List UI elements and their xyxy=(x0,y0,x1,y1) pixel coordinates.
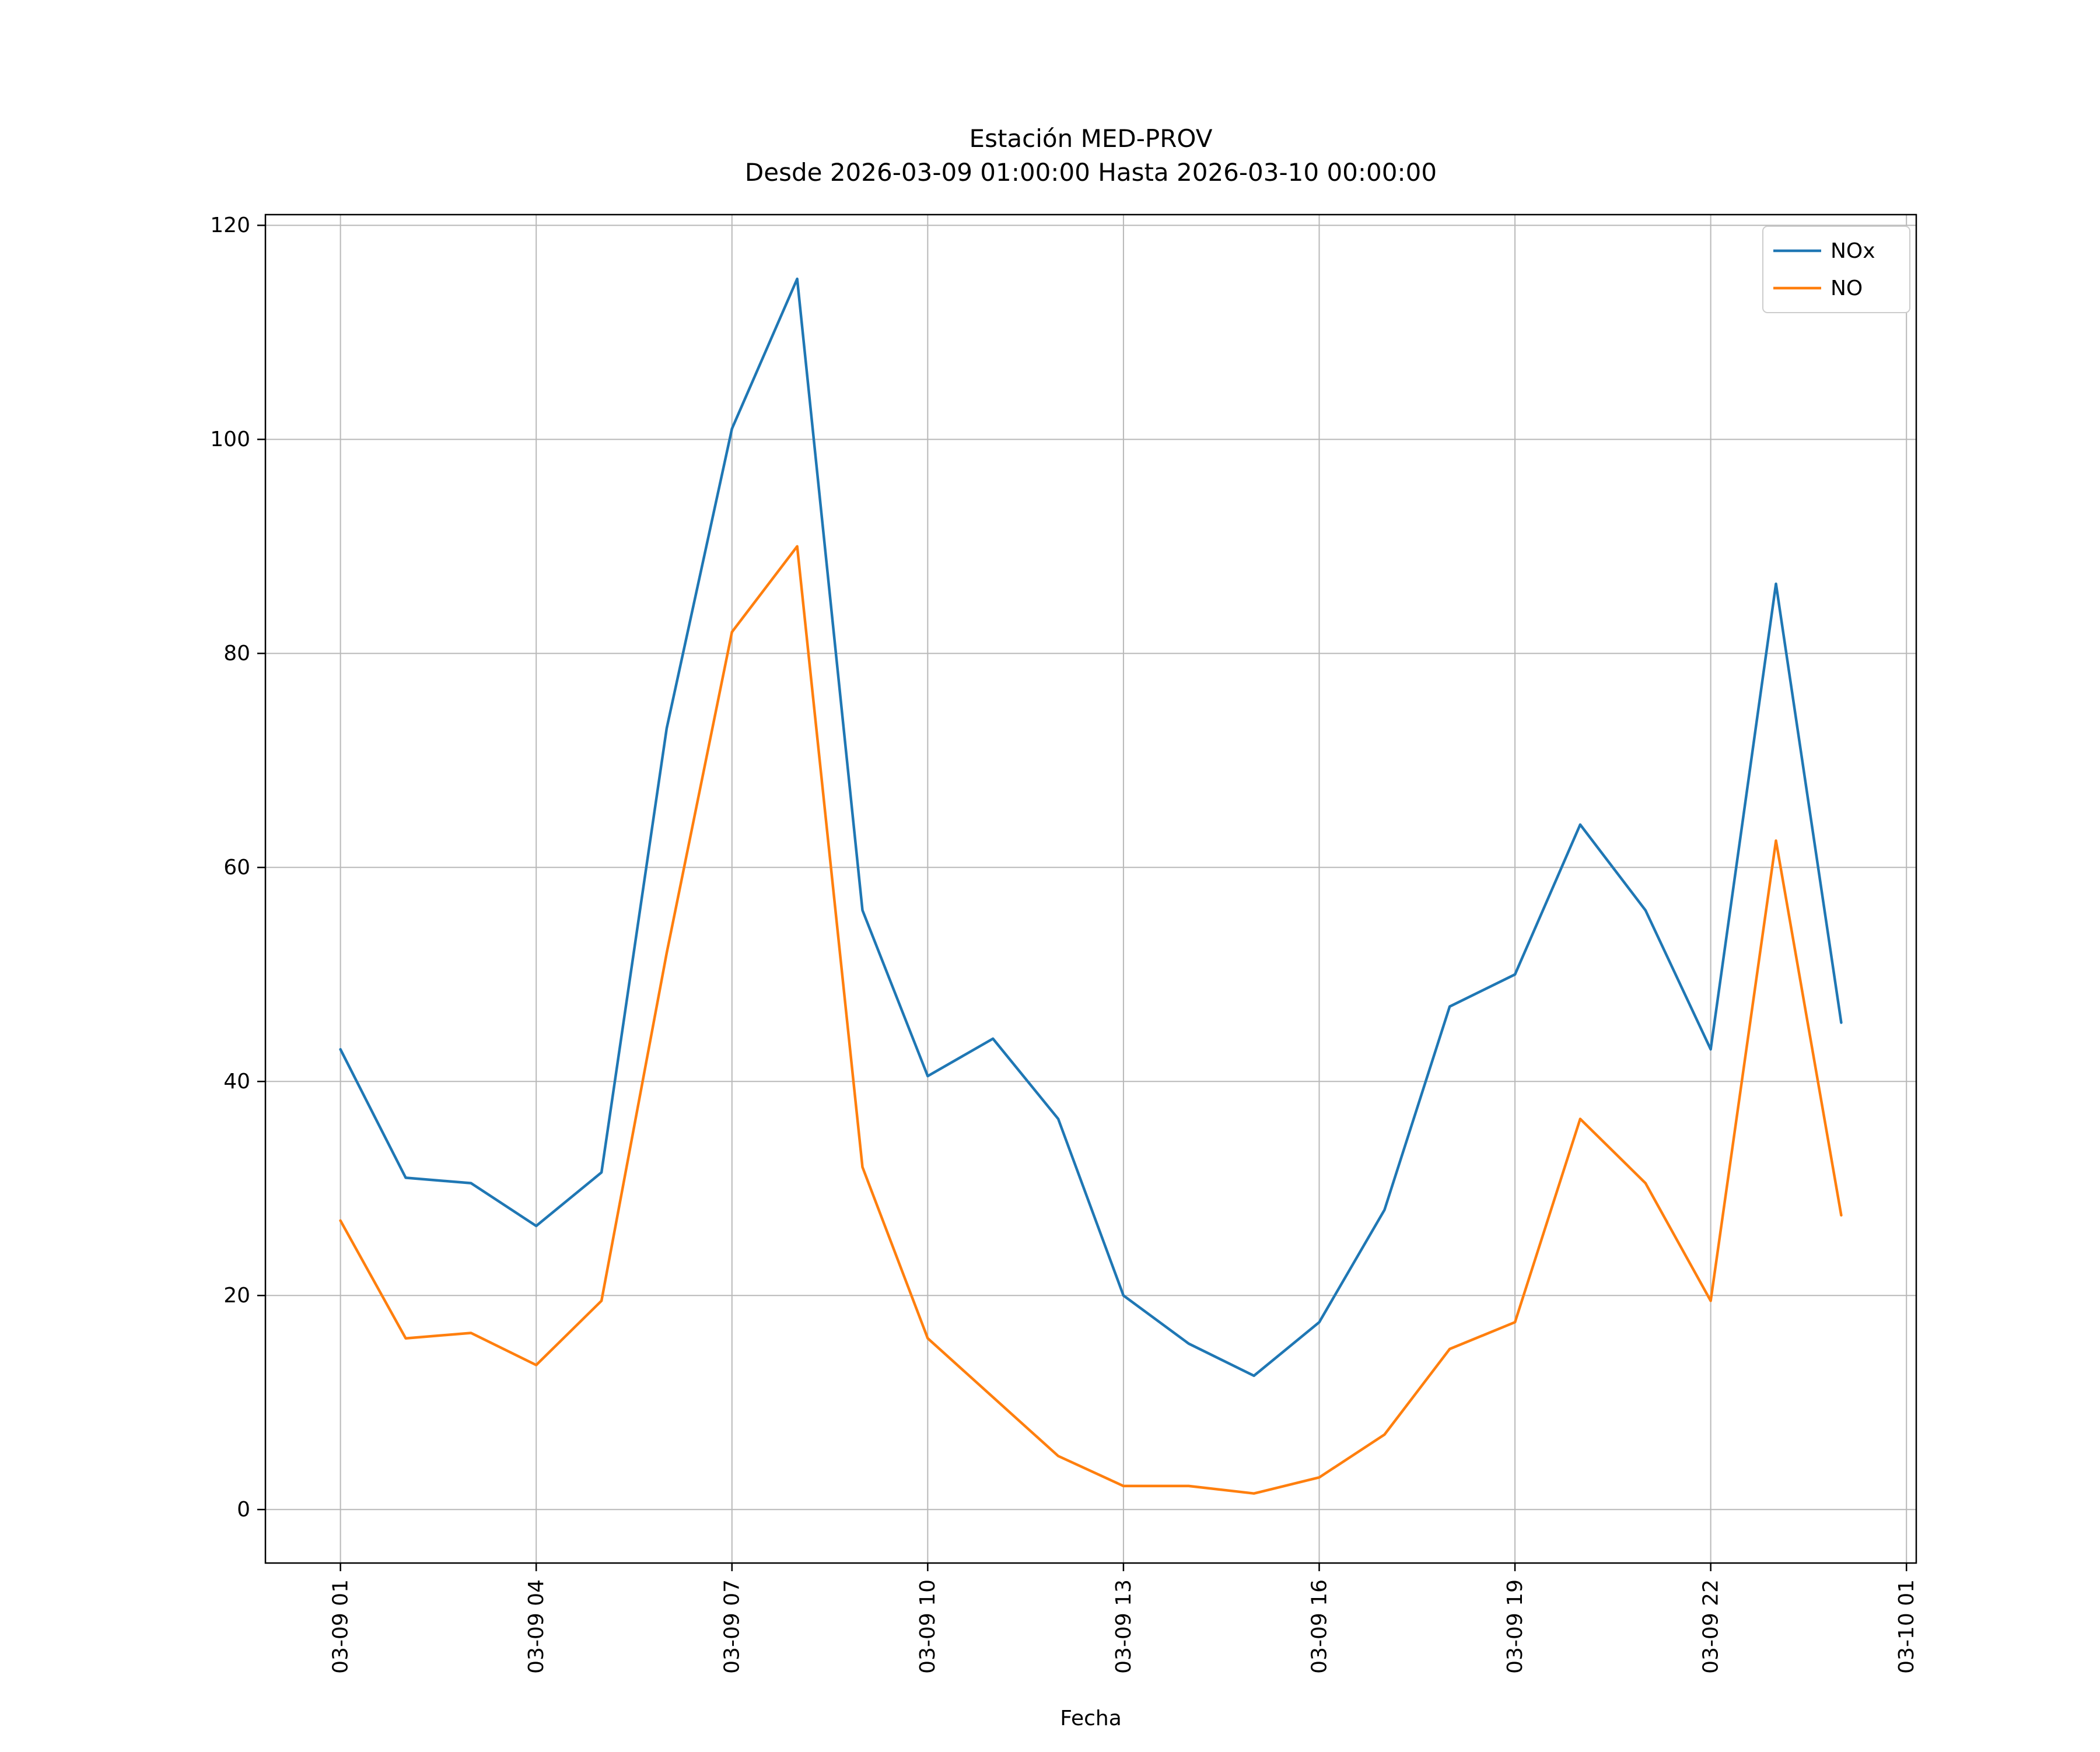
y-tick-label: 80 xyxy=(223,642,250,665)
series-line-no xyxy=(339,545,1843,1495)
plot-area xyxy=(265,215,1916,1563)
y-tick-label: 20 xyxy=(223,1284,250,1308)
x-tick-label: 03-09 10 xyxy=(916,1579,940,1674)
axes-spines xyxy=(264,213,1917,1564)
x-tick-label: 03-09 07 xyxy=(720,1579,744,1674)
x-tick-label: 03-09 01 xyxy=(329,1579,353,1674)
legend-label-no: NO xyxy=(1831,276,1863,300)
x-tick-label: 03-09 13 xyxy=(1112,1579,1136,1674)
chart-title-line2: Desde 2026-03-09 01:00:00 Hasta 2026-03-… xyxy=(745,158,1437,187)
legend: NOx NO xyxy=(1762,226,1910,313)
x-tick-label: 03-09 22 xyxy=(1699,1579,1723,1674)
tick-marks xyxy=(257,225,1908,1571)
y-tick-label: 120 xyxy=(210,213,250,237)
y-tick-label: 60 xyxy=(223,856,250,879)
y-tick-label: 0 xyxy=(237,1498,250,1522)
x-tick-label: 03-09 19 xyxy=(1503,1579,1527,1674)
grid xyxy=(265,215,1916,1563)
legend-label-nox: NOx xyxy=(1831,239,1875,263)
chart-title-line1: Estación MED-PROV xyxy=(970,124,1213,153)
y-tick-label: 40 xyxy=(223,1070,250,1094)
x-axis-label: Fecha xyxy=(1060,1707,1122,1730)
series-line-nox xyxy=(339,277,1843,1378)
x-tick-label: 03-10 01 xyxy=(1895,1579,1919,1674)
y-tick-label: 100 xyxy=(210,428,250,451)
x-tick-label: 03-09 16 xyxy=(1307,1579,1331,1674)
x-tick-label: 03-09 04 xyxy=(524,1579,548,1674)
legend-box xyxy=(1762,226,1910,313)
